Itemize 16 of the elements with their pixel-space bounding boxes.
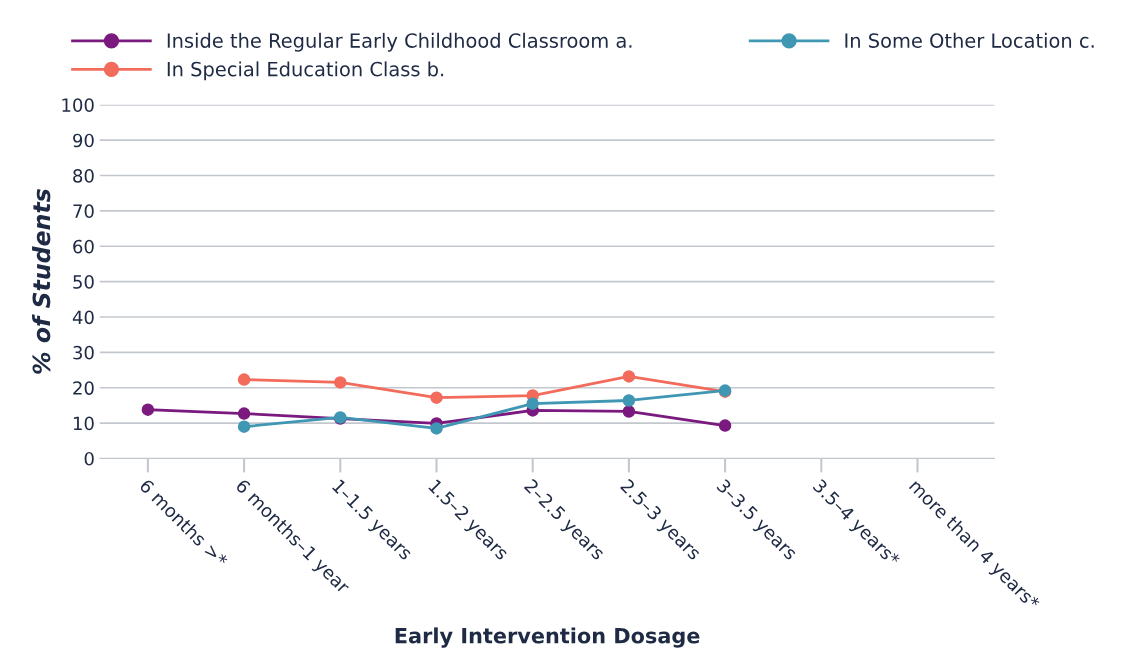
x-axis-title: Early Intervention Dosage: [395, 627, 700, 648]
legend-label: In Some Other Location c.: [845, 32, 1094, 48]
y-axis-title: % of Students: [32, 189, 51, 374]
y-tick-label: 60: [73, 239, 94, 254]
y-tick-label: 100: [62, 98, 94, 112]
y-tick-label: 80: [73, 169, 94, 183]
y-tick-label: 30: [73, 345, 94, 360]
y-tick-label: 70: [73, 204, 94, 219]
y-tick-label: 40: [72, 310, 94, 325]
y-tick-label: 10: [73, 416, 94, 431]
y-tick-label: 90: [73, 133, 94, 148]
y-tick-label: 20: [73, 381, 94, 395]
y-tick-label: 0: [84, 451, 94, 466]
legend-label: In Special Education Class b.: [167, 61, 444, 81]
y-tick-label: 50: [73, 275, 94, 289]
legend-label: Inside the Regular Early Childhood Classroom a.: [167, 32, 632, 52]
